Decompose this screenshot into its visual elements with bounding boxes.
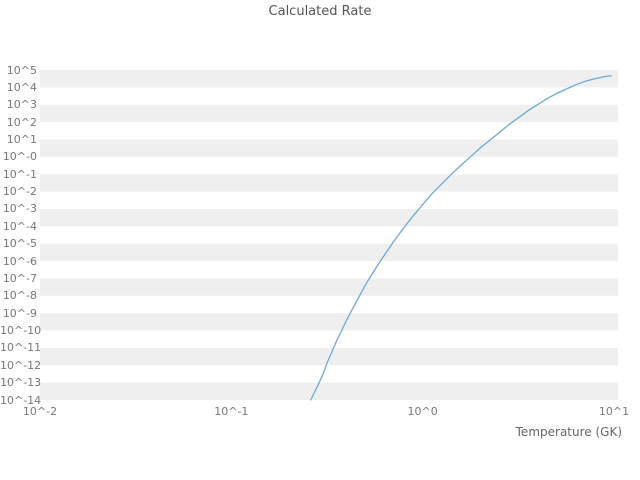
y-tick-label: 10^-9	[2, 306, 37, 320]
y-tick-label: 10^-10	[0, 324, 42, 338]
y-tick-label: 10^4	[6, 80, 37, 94]
chart-title: Calculated Rate	[268, 4, 372, 19]
y-tick-label: 10^-11	[0, 341, 42, 355]
y-tick-label: 10^-14	[0, 393, 42, 407]
x-tick-label: 10^-1	[214, 405, 249, 418]
y-tick-label: 10^-3	[2, 202, 37, 216]
y-tick-label: 10^-5	[2, 237, 37, 251]
rate-line	[310, 75, 612, 401]
y-tick-label: 10^-2	[2, 185, 37, 199]
y-tick-label: 10^2	[6, 115, 37, 129]
y-tick-label: 10^3	[6, 98, 37, 112]
y-tick-label: 10^5	[6, 63, 37, 77]
grid-band	[40, 278, 618, 296]
x-tick-label: 10^0	[407, 405, 438, 418]
y-tick-label: 10^-4	[2, 219, 37, 233]
grid-band	[40, 347, 618, 366]
grid-band	[40, 313, 618, 331]
grid-band	[40, 243, 618, 262]
grid-band	[40, 208, 618, 227]
y-tick-label: 10^-1	[2, 167, 37, 181]
x-tick-label: 10^1	[598, 405, 630, 418]
x-tick-label: 10^-2	[22, 405, 58, 418]
y-tick-label: 10^-8	[2, 289, 37, 303]
grid-band	[40, 70, 618, 88]
grid-band	[40, 104, 618, 123]
y-tick-label: 10^-6	[2, 254, 37, 268]
y-tick-label: 10^-0	[2, 150, 37, 164]
grid-band	[40, 174, 618, 192]
grid-band	[40, 382, 618, 400]
x-axis-title: Temperature (GK)	[515, 425, 622, 439]
y-tick-label: 10^1	[6, 132, 37, 146]
y-tick-label: 10^-7	[2, 271, 37, 285]
y-tick-label: 10^-12	[0, 358, 42, 372]
y-tick-label: 10^-13	[0, 376, 42, 390]
grid-band	[40, 139, 618, 157]
